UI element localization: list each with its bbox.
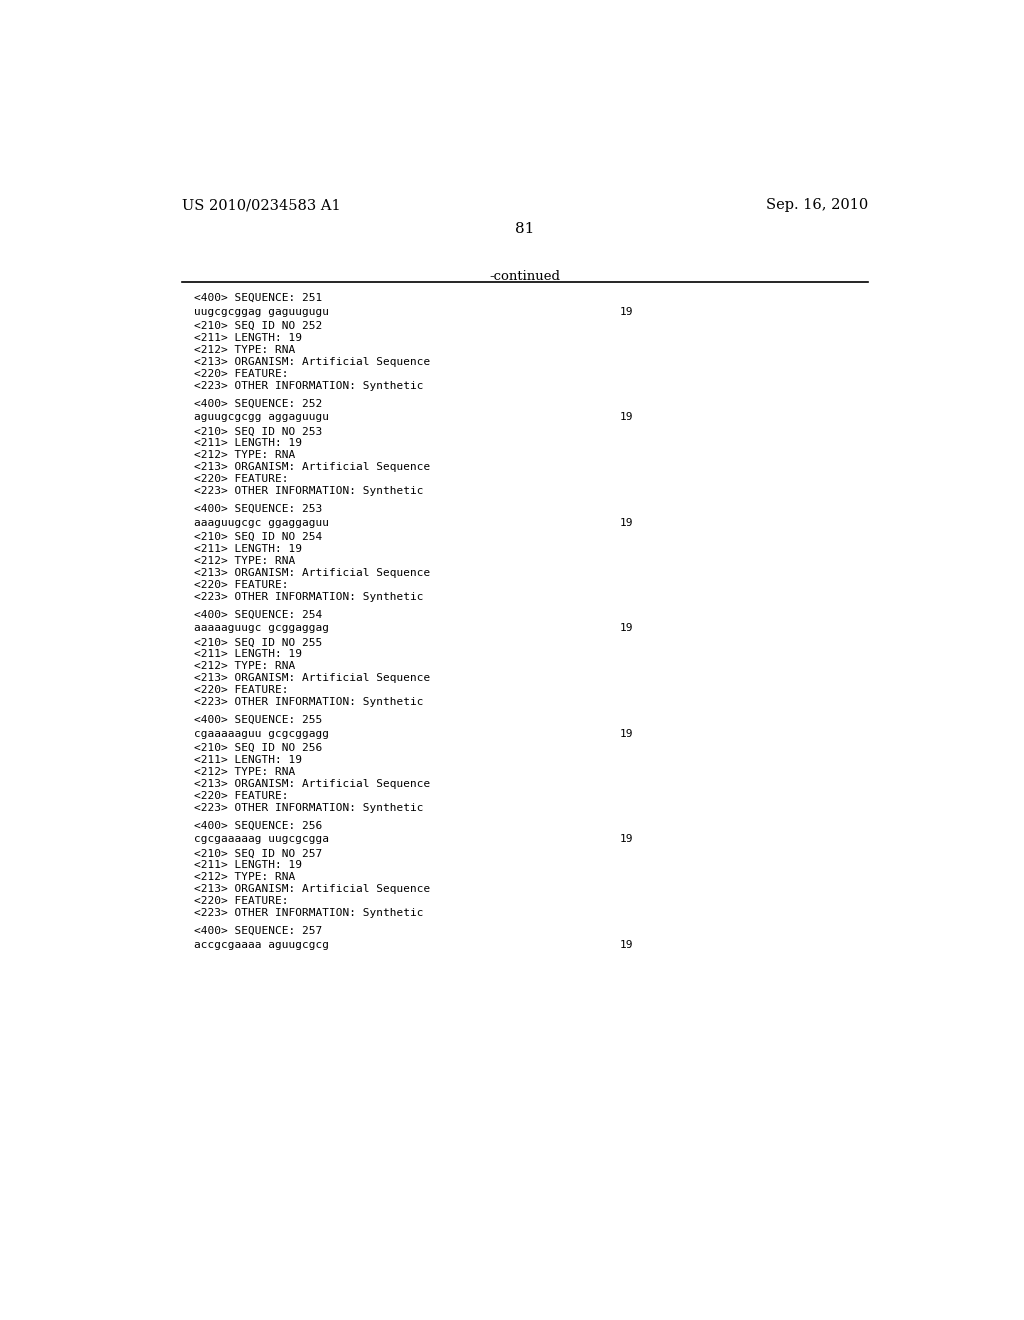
Text: <220> FEATURE:: <220> FEATURE: [194,791,289,800]
Text: <400> SEQUENCE: 255: <400> SEQUENCE: 255 [194,715,323,725]
Text: <400> SEQUENCE: 251: <400> SEQUENCE: 251 [194,293,323,304]
Text: <223> OTHER INFORMATION: Synthetic: <223> OTHER INFORMATION: Synthetic [194,380,423,391]
Text: aaaaaguugc gcggaggag: aaaaaguugc gcggaggag [194,623,329,634]
Text: <213> ORGANISM: Artificial Sequence: <213> ORGANISM: Artificial Sequence [194,673,430,684]
Text: 19: 19 [621,623,634,634]
Text: <213> ORGANISM: Artificial Sequence: <213> ORGANISM: Artificial Sequence [194,356,430,367]
Text: <211> LENGTH: 19: <211> LENGTH: 19 [194,438,302,449]
Text: <220> FEATURE:: <220> FEATURE: [194,368,289,379]
Text: 19: 19 [621,729,634,739]
Text: <400> SEQUENCE: 256: <400> SEQUENCE: 256 [194,821,323,830]
Text: <223> OTHER INFORMATION: Synthetic: <223> OTHER INFORMATION: Synthetic [194,591,423,602]
Text: <220> FEATURE:: <220> FEATURE: [194,579,289,590]
Text: <210> SEQ ID NO 256: <210> SEQ ID NO 256 [194,743,323,752]
Text: <212> TYPE: RNA: <212> TYPE: RNA [194,873,295,882]
Text: <211> LENGTH: 19: <211> LENGTH: 19 [194,755,302,764]
Text: cgcgaaaaag uugcgcgga: cgcgaaaaag uugcgcgga [194,834,329,845]
Text: <211> LENGTH: 19: <211> LENGTH: 19 [194,544,302,554]
Text: aaaguugcgc ggaggaguu: aaaguugcgc ggaggaguu [194,517,329,528]
Text: <212> TYPE: RNA: <212> TYPE: RNA [194,556,295,566]
Text: <213> ORGANISM: Artificial Sequence: <213> ORGANISM: Artificial Sequence [194,779,430,788]
Text: <223> OTHER INFORMATION: Synthetic: <223> OTHER INFORMATION: Synthetic [194,908,423,917]
Text: <223> OTHER INFORMATION: Synthetic: <223> OTHER INFORMATION: Synthetic [194,486,423,496]
Text: <220> FEATURE:: <220> FEATURE: [194,685,289,696]
Text: 19: 19 [621,517,634,528]
Text: <211> LENGTH: 19: <211> LENGTH: 19 [194,861,302,870]
Text: aguugcgcgg aggaguugu: aguugcgcgg aggaguugu [194,412,329,422]
Text: <212> TYPE: RNA: <212> TYPE: RNA [194,450,295,461]
Text: <210> SEQ ID NO 257: <210> SEQ ID NO 257 [194,849,323,858]
Text: <400> SEQUENCE: 254: <400> SEQUENCE: 254 [194,610,323,619]
Text: uugcgcggag gaguugugu: uugcgcggag gaguugugu [194,308,329,317]
Text: <210> SEQ ID NO 255: <210> SEQ ID NO 255 [194,638,323,647]
Text: <213> ORGANISM: Artificial Sequence: <213> ORGANISM: Artificial Sequence [194,462,430,473]
Text: Sep. 16, 2010: Sep. 16, 2010 [766,198,868,213]
Text: <212> TYPE: RNA: <212> TYPE: RNA [194,345,295,355]
Text: <211> LENGTH: 19: <211> LENGTH: 19 [194,649,302,659]
Text: accgcgaaaa aguugcgcg: accgcgaaaa aguugcgcg [194,940,329,950]
Text: <220> FEATURE:: <220> FEATURE: [194,896,289,906]
Text: <400> SEQUENCE: 253: <400> SEQUENCE: 253 [194,504,323,513]
Text: <220> FEATURE:: <220> FEATURE: [194,474,289,484]
Text: 19: 19 [621,834,634,845]
Text: <400> SEQUENCE: 252: <400> SEQUENCE: 252 [194,399,323,409]
Text: <213> ORGANISM: Artificial Sequence: <213> ORGANISM: Artificial Sequence [194,884,430,894]
Text: 81: 81 [515,222,535,236]
Text: -continued: -continued [489,271,560,282]
Text: <212> TYPE: RNA: <212> TYPE: RNA [194,767,295,776]
Text: <213> ORGANISM: Artificial Sequence: <213> ORGANISM: Artificial Sequence [194,568,430,578]
Text: <223> OTHER INFORMATION: Synthetic: <223> OTHER INFORMATION: Synthetic [194,803,423,813]
Text: <210> SEQ ID NO 254: <210> SEQ ID NO 254 [194,532,323,541]
Text: <212> TYPE: RNA: <212> TYPE: RNA [194,661,295,671]
Text: <400> SEQUENCE: 257: <400> SEQUENCE: 257 [194,927,323,936]
Text: US 2010/0234583 A1: US 2010/0234583 A1 [182,198,341,213]
Text: <210> SEQ ID NO 253: <210> SEQ ID NO 253 [194,426,323,437]
Text: 19: 19 [621,412,634,422]
Text: 19: 19 [621,308,634,317]
Text: <210> SEQ ID NO 252: <210> SEQ ID NO 252 [194,321,323,331]
Text: 19: 19 [621,940,634,950]
Text: <223> OTHER INFORMATION: Synthetic: <223> OTHER INFORMATION: Synthetic [194,697,423,708]
Text: cgaaaaaguu gcgcggagg: cgaaaaaguu gcgcggagg [194,729,329,739]
Text: <211> LENGTH: 19: <211> LENGTH: 19 [194,333,302,343]
